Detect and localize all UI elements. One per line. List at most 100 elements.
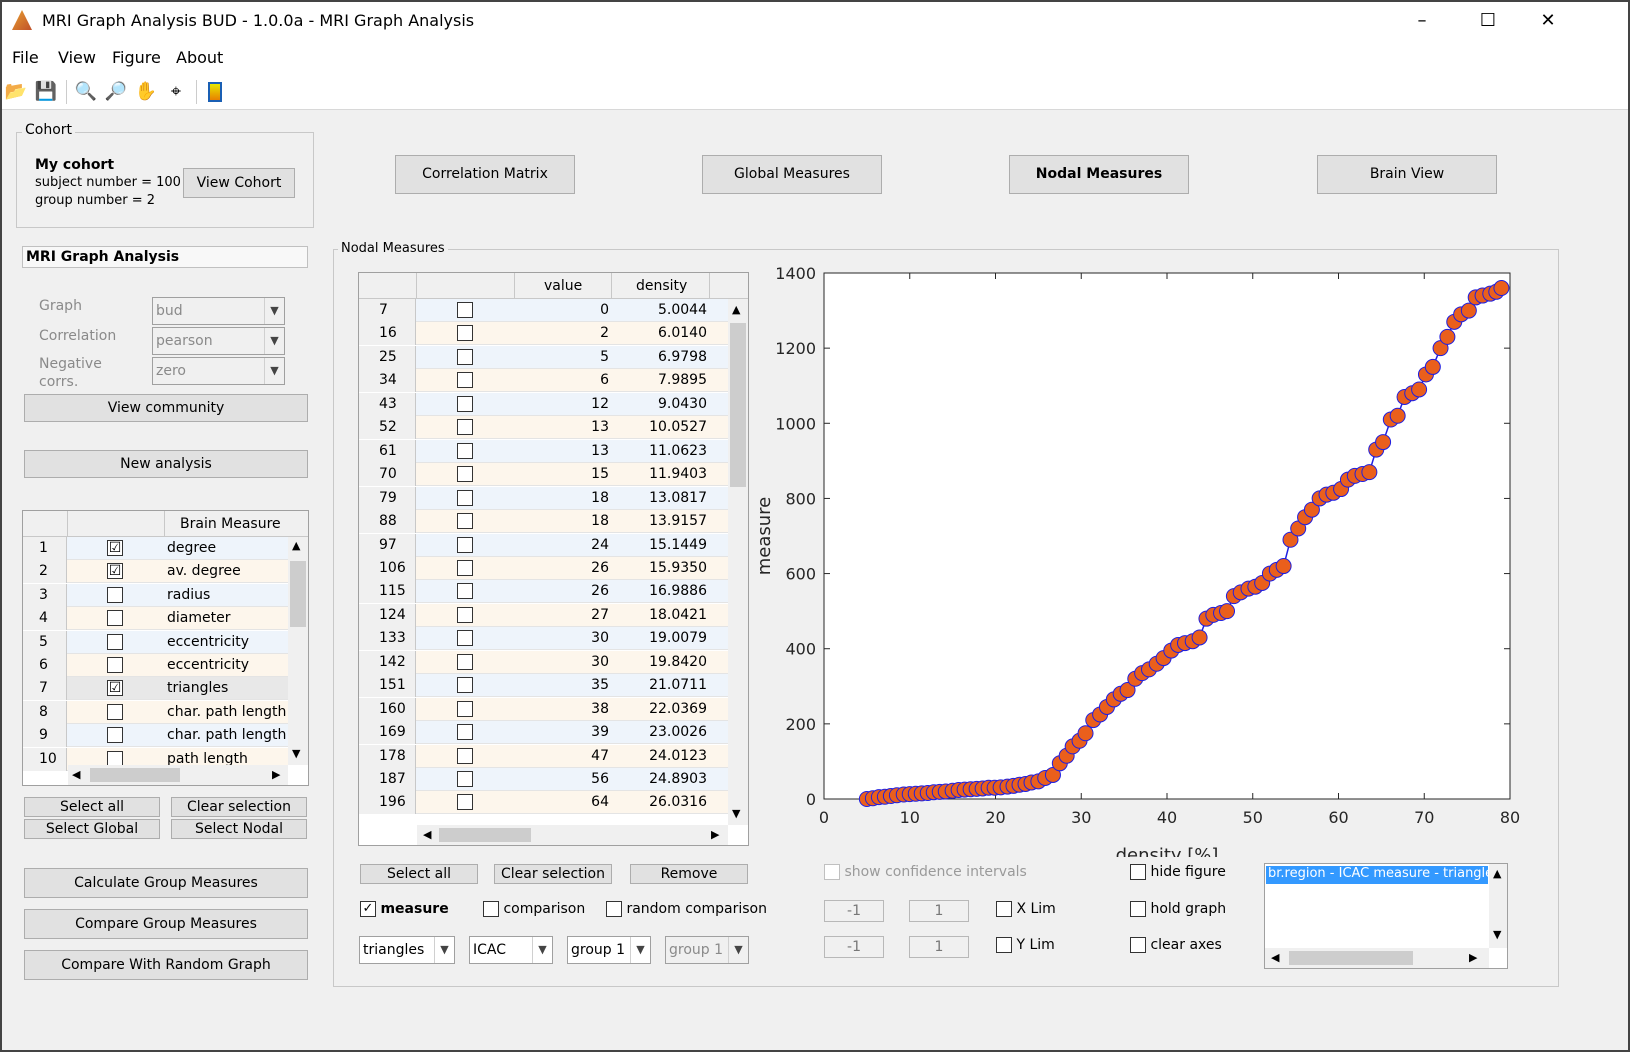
measure-checkbox[interactable] xyxy=(107,727,123,744)
table-row[interactable]: 2 ☑ av. degree xyxy=(23,560,288,584)
graph-dropdown[interactable]: bud ▼ xyxy=(152,297,285,325)
table-row[interactable]: 7 ☑ triangles xyxy=(23,677,288,701)
table-row[interactable]: 1 ☑ degree xyxy=(23,537,288,560)
table-row[interactable]: 43 12 9.0430 xyxy=(359,392,728,416)
nodal-measures-button[interactable]: Nodal Measures xyxy=(1009,155,1189,194)
table-row[interactable]: 115 26 16.9886 xyxy=(359,580,728,604)
hide-figure-checkbox[interactable]: hide figure xyxy=(1130,864,1226,880)
listbox-item-selected[interactable]: br.region - ICAC measure - triangle xyxy=(1266,866,1488,884)
chevron-left-icon[interactable]: ◀ xyxy=(1271,951,1280,964)
pan-hand-icon[interactable]: ✋ xyxy=(134,81,158,102)
group1-dropdown[interactable]: group 1 ▼ xyxy=(567,936,651,964)
scroll-thumb[interactable] xyxy=(730,323,746,487)
table-row[interactable]: 10 path length xyxy=(23,747,288,771)
table-row[interactable]: 97 24 15.1449 xyxy=(359,533,728,557)
node-checkbox[interactable] xyxy=(457,653,473,670)
table-row[interactable]: 151 35 21.0711 xyxy=(359,674,728,698)
table-row[interactable]: 16 2 6.0140 xyxy=(359,322,728,346)
node-checkbox[interactable] xyxy=(457,771,473,787)
vertical-scrollbar[interactable]: ▲ ▼ xyxy=(728,299,748,825)
chevron-left-icon[interactable]: ◀ xyxy=(72,768,81,781)
node-checkbox[interactable] xyxy=(457,302,473,318)
select-all-nodes-button[interactable]: Select all xyxy=(360,864,478,884)
horizontal-scrollbar[interactable]: ◀ ▶ xyxy=(417,825,728,845)
table-row[interactable]: 52 13 10.0527 xyxy=(359,416,728,440)
minimize-button[interactable]: – xyxy=(1417,10,1427,31)
node-checkbox[interactable] xyxy=(457,700,473,717)
table-row[interactable]: 142 30 19.8420 xyxy=(359,650,728,674)
table-row[interactable]: 88 18 13.9157 xyxy=(359,510,728,534)
table-row[interactable]: 4 diameter xyxy=(23,607,288,631)
node-checkbox[interactable] xyxy=(457,559,473,576)
chevron-up-icon[interactable]: ▲ xyxy=(292,539,301,552)
chevron-left-icon[interactable]: ◀ xyxy=(423,828,432,841)
calculate-group-measures-button[interactable]: Calculate Group Measures xyxy=(24,868,308,898)
table-row[interactable]: 178 47 24.0123 xyxy=(359,744,728,768)
select-global-button[interactable]: Select Global xyxy=(24,819,160,839)
node-checkbox[interactable] xyxy=(457,794,473,811)
ylim-max-input[interactable]: 1 xyxy=(909,936,969,958)
measure-checkbox[interactable]: ☑ xyxy=(107,563,123,580)
vertical-scrollbar[interactable]: ▲ ▼ xyxy=(288,537,308,765)
hold-graph-checkbox[interactable]: hold graph xyxy=(1130,901,1226,917)
measure-checkbox[interactable]: ☑ xyxy=(107,680,123,697)
measure-checkbox[interactable]: ☑ xyxy=(107,540,123,556)
measure-density-chart[interactable]: 0 10 20 30 40 50 60 70 8002004006008001000120014… xyxy=(747,257,1547,857)
node-checkbox[interactable] xyxy=(457,677,473,694)
type-dropdown[interactable]: ICAC ▼ xyxy=(469,936,553,964)
measure-checkbox[interactable] xyxy=(107,610,123,627)
show-ci-checkbox[interactable]: show confidence intervals xyxy=(824,864,1027,880)
clear-selection-nodes-button[interactable]: Clear selection xyxy=(494,864,612,884)
open-folder-icon[interactable]: 📂 xyxy=(4,81,28,102)
random-comparison-checkbox[interactable]: random comparison xyxy=(606,901,767,917)
chevron-down-icon[interactable]: ▼ xyxy=(732,807,741,820)
xlim-min-input[interactable]: -1 xyxy=(824,900,884,922)
horizontal-scrollbar[interactable]: ◀ ▶ xyxy=(68,765,288,785)
scroll-thumb[interactable] xyxy=(439,828,531,842)
node-checkbox[interactable] xyxy=(457,583,473,600)
compare-random-graph-button[interactable]: Compare With Random Graph xyxy=(24,950,308,980)
table-row[interactable]: 34 6 7.9895 xyxy=(359,369,728,393)
table-row[interactable]: 187 56 24.8903 xyxy=(359,768,728,791)
correlation-matrix-button[interactable]: Correlation Matrix xyxy=(395,155,575,194)
scroll-thumb[interactable] xyxy=(290,561,306,627)
node-checkbox[interactable] xyxy=(457,395,473,412)
node-checkbox[interactable] xyxy=(457,466,473,483)
table-row[interactable]: 61 13 11.0623 xyxy=(359,439,728,463)
table-row[interactable]: 79 18 13.0817 xyxy=(359,486,728,510)
clear-selection-measures-button[interactable]: Clear selection xyxy=(171,797,307,817)
table-row[interactable]: 196 64 26.0316 xyxy=(359,791,728,815)
data-cursor-icon[interactable]: ⌖ xyxy=(170,81,182,102)
measure-checkbox[interactable] xyxy=(107,703,123,720)
measure-checkbox[interactable] xyxy=(107,586,123,603)
scroll-thumb[interactable] xyxy=(90,768,180,782)
table-row[interactable]: 106 26 15.9350 xyxy=(359,556,728,580)
node-checkbox[interactable] xyxy=(457,372,473,389)
maximize-button[interactable]: ☐ xyxy=(1479,10,1497,31)
table-row[interactable]: 3 radius xyxy=(23,583,288,607)
node-checkbox[interactable] xyxy=(457,489,473,506)
brain-view-button[interactable]: Brain View xyxy=(1317,155,1497,194)
new-analysis-button[interactable]: New analysis xyxy=(24,450,308,478)
table-row[interactable]: 8 char. path length xyxy=(23,700,288,724)
node-checkbox[interactable] xyxy=(457,606,473,623)
chevron-right-icon[interactable]: ▶ xyxy=(1469,951,1478,964)
chevron-up-icon[interactable]: ▲ xyxy=(1493,867,1502,880)
comparison-checkbox[interactable]: comparison xyxy=(483,901,585,917)
compare-group-measures-button[interactable]: Compare Group Measures xyxy=(24,909,308,939)
select-nodal-button[interactable]: Select Nodal xyxy=(171,819,307,839)
plot-listbox[interactable]: br.region - ICAC measure - triangle ▲ ▼ … xyxy=(1264,863,1508,969)
group2-dropdown[interactable]: group 1 ▼ xyxy=(665,936,749,964)
chevron-down-icon[interactable]: ▼ xyxy=(1493,928,1502,941)
horizontal-scrollbar[interactable]: ◀ ▶ xyxy=(1265,948,1489,968)
scroll-thumb[interactable] xyxy=(1289,951,1413,965)
zoom-out-icon[interactable]: 🔎 xyxy=(104,81,128,102)
node-checkbox[interactable] xyxy=(457,536,473,553)
table-row[interactable]: 25 5 6.9798 xyxy=(359,345,728,369)
close-button[interactable]: ✕ xyxy=(1540,10,1556,31)
view-community-button[interactable]: View community xyxy=(24,394,308,422)
node-checkbox[interactable] xyxy=(457,513,473,530)
node-checkbox[interactable] xyxy=(457,419,473,436)
table-row[interactable]: 7 0 5.0044 xyxy=(359,299,728,322)
